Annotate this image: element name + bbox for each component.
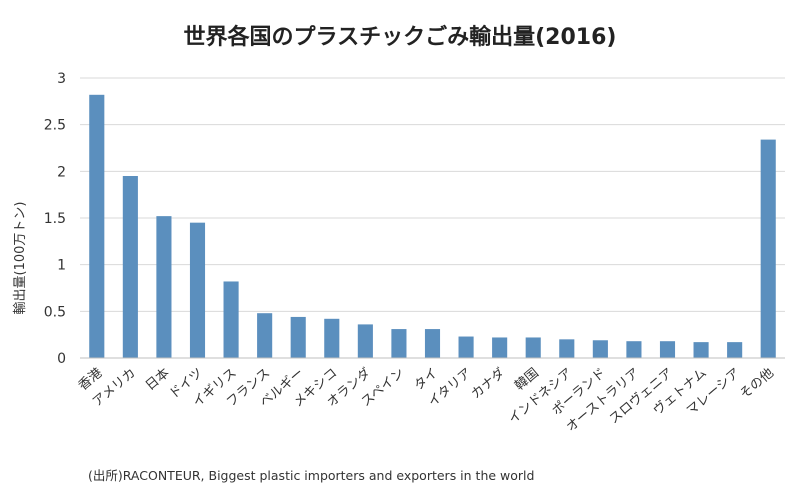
y-axis-ticks: 0 0.5 1 1.5 2 2.5 3 [44,71,66,367]
bar [659,341,676,358]
bars [89,94,776,359]
x-tick-label: その他 [737,366,777,403]
y-tick-label: 3 [57,71,66,87]
x-tick-label: カナダ [469,366,509,403]
bar [357,324,373,358]
bar [592,340,608,358]
bar [290,316,306,358]
bar [223,281,239,358]
y-tick-label: 1.5 [44,211,66,227]
bar [492,337,508,358]
bar [760,139,776,358]
bar [693,342,709,358]
bar [626,341,642,358]
bar [257,313,273,358]
bar [391,329,407,358]
bar [559,339,575,358]
y-tick-label: 0.5 [44,304,66,320]
chart-title: 世界各国のプラスチックごみ輸出量(2016) [184,24,617,50]
y-tick-label: 2.5 [44,118,66,134]
bar [424,329,441,358]
gridlines [80,77,785,312]
source-note: (出所)RACONTEUR, Biggest plastic importers… [88,468,534,483]
y-tick-label: 1 [57,258,66,274]
y-tick-label: 0 [57,351,66,367]
bar [189,222,206,358]
bar [458,336,474,358]
bar [89,94,105,359]
bar [525,337,541,358]
y-tick-label: 2 [57,164,66,180]
bar [324,318,340,358]
bar [122,176,138,358]
bar [156,216,172,358]
y-axis-label: 輸出量(100万トン) [13,202,28,315]
bar [727,342,743,358]
